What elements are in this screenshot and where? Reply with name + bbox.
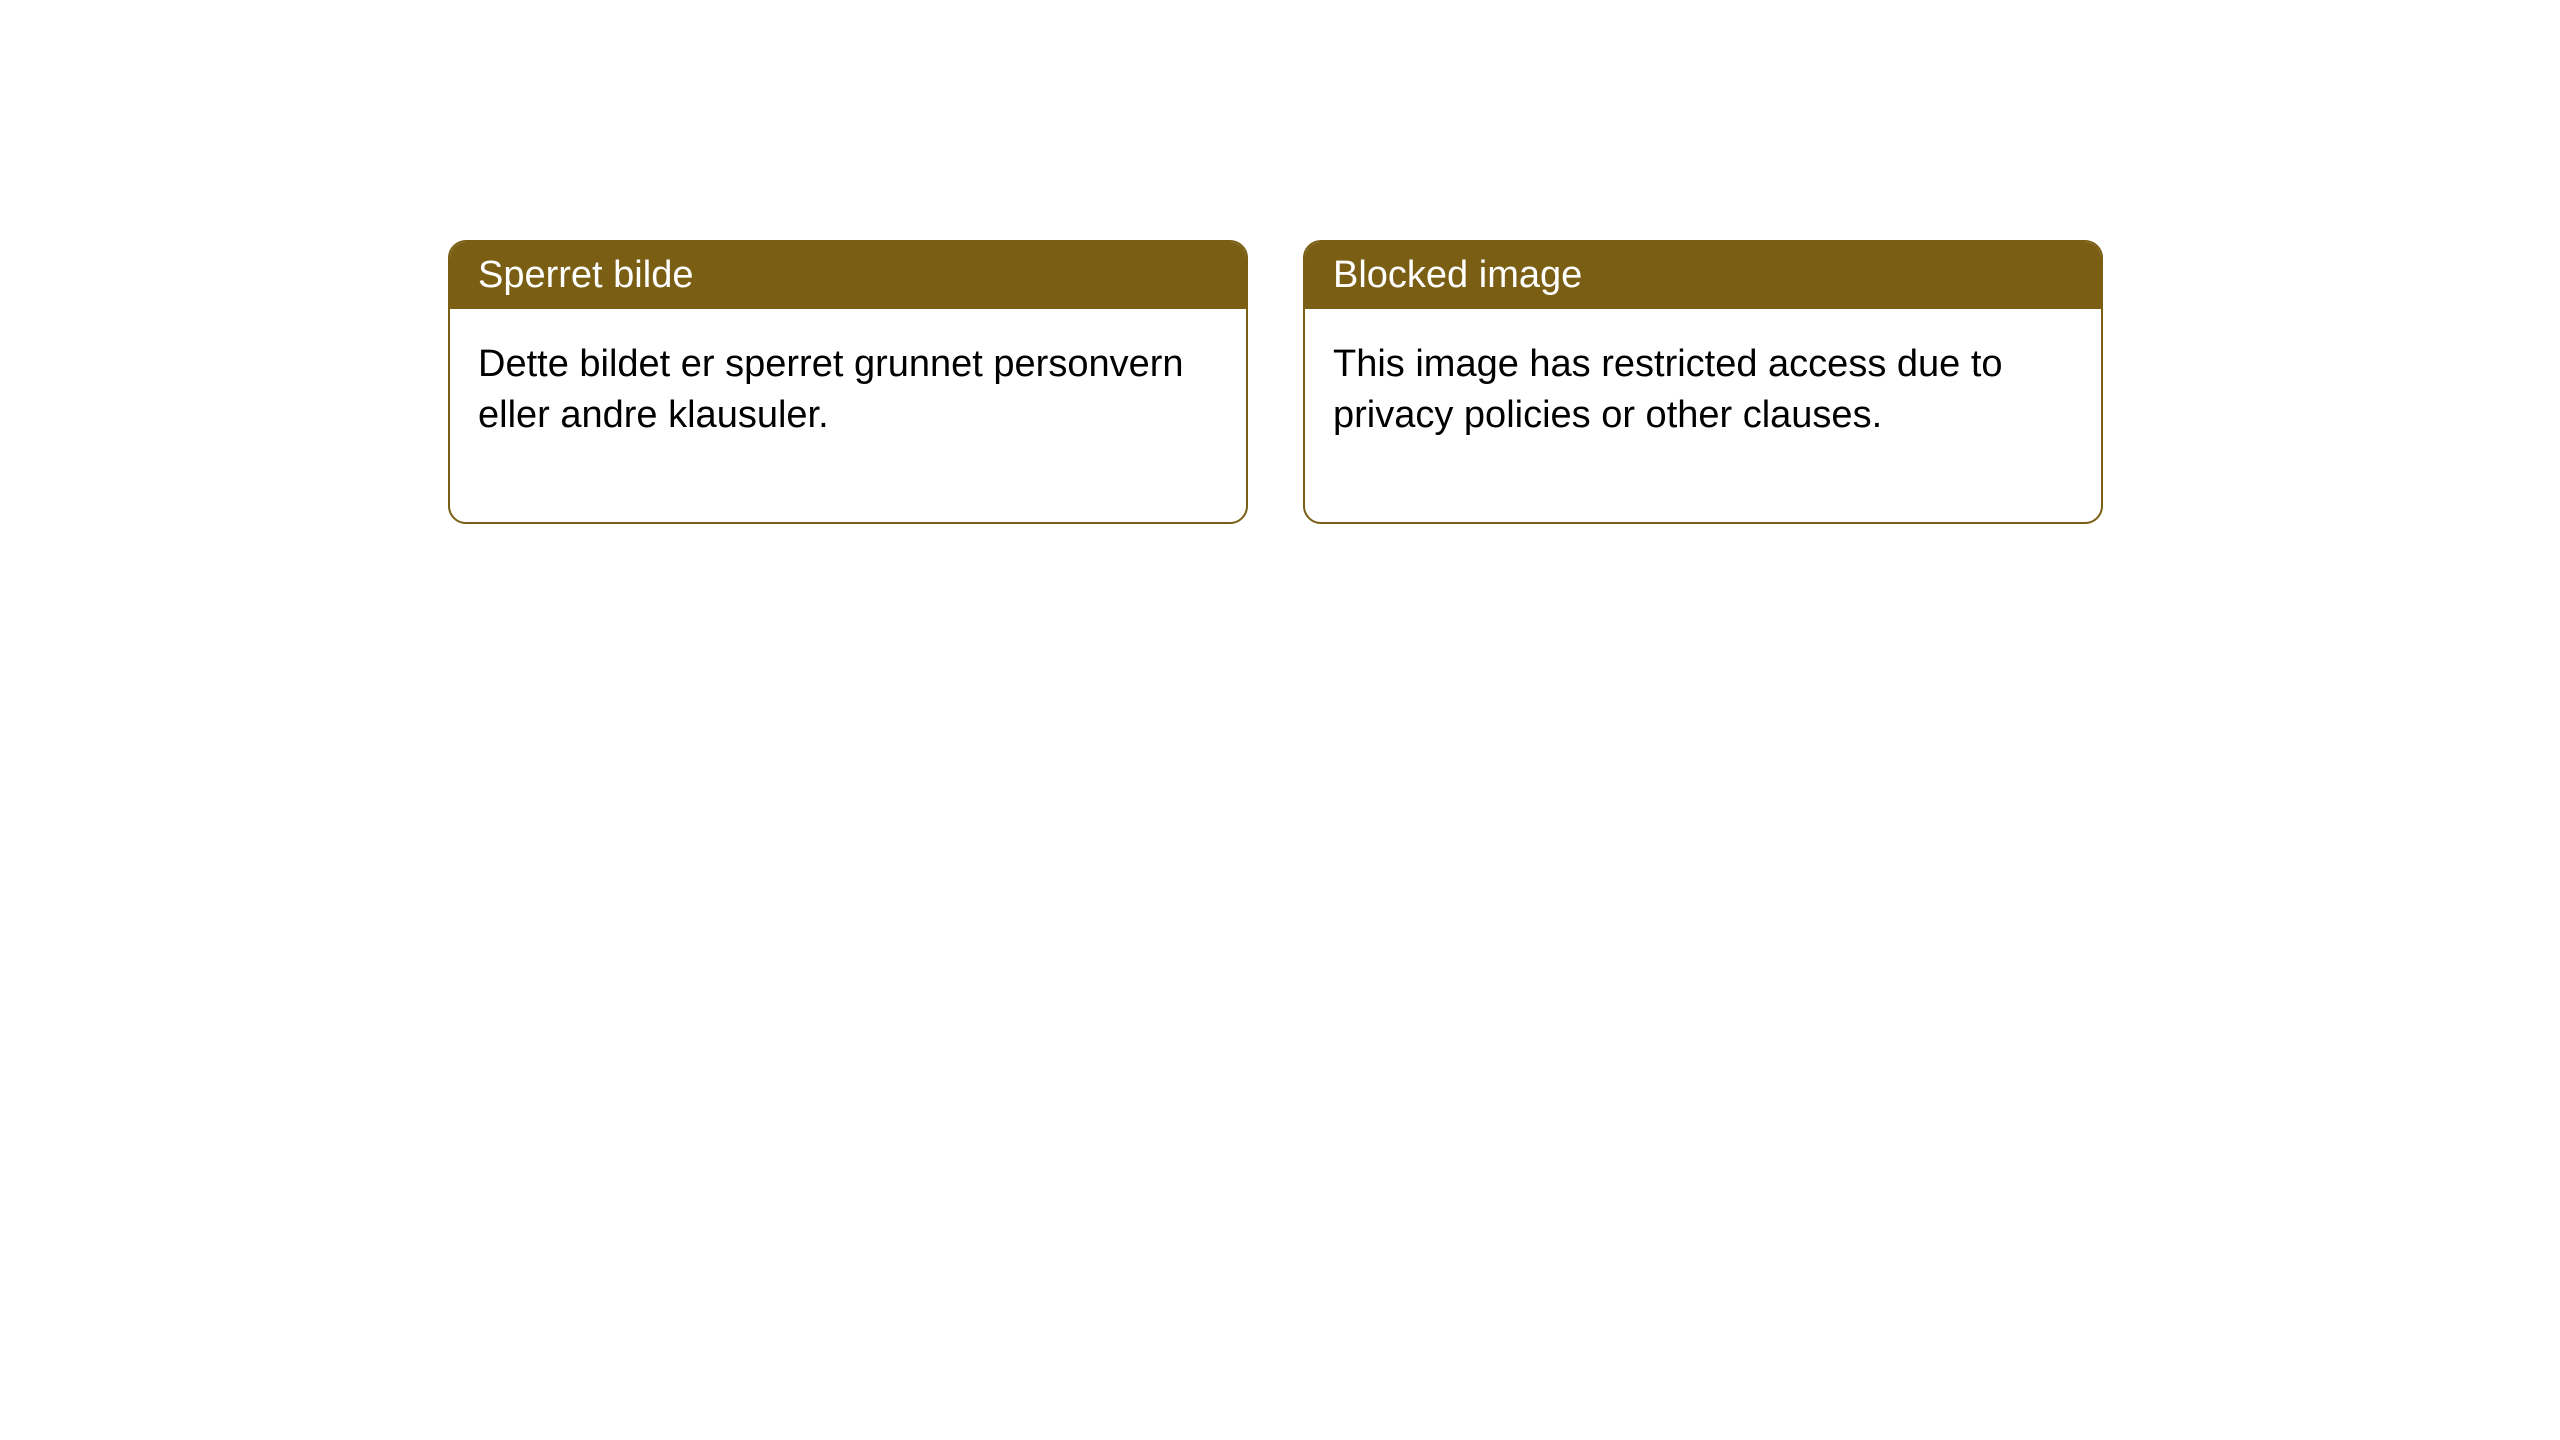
blocked-image-notices: Sperret bilde Dette bildet er sperret gr… — [448, 240, 2103, 524]
notice-title-norwegian: Sperret bilde — [450, 242, 1246, 309]
notice-card-norwegian: Sperret bilde Dette bildet er sperret gr… — [448, 240, 1248, 524]
notice-card-english: Blocked image This image has restricted … — [1303, 240, 2103, 524]
notice-body-english: This image has restricted access due to … — [1305, 309, 2101, 522]
notice-body-norwegian: Dette bildet er sperret grunnet personve… — [450, 309, 1246, 522]
notice-title-english: Blocked image — [1305, 242, 2101, 309]
